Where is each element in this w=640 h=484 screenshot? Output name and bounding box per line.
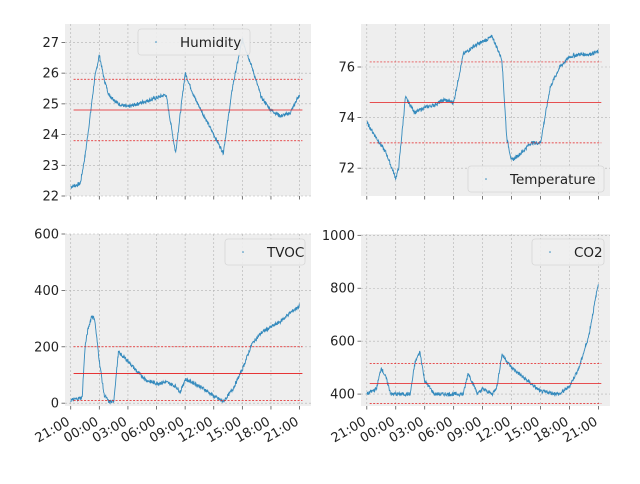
y-tick-label: 24 — [42, 128, 59, 143]
legend-label: CO2 — [574, 245, 603, 261]
legend-marker — [549, 251, 551, 253]
tvoc-panel: 0200400600TVOC21:0000:0003:0006:0009:001… — [33, 228, 311, 446]
legend-box — [531, 238, 605, 266]
y-tick-label: 0 — [51, 397, 59, 412]
y-tick-label: 600 — [330, 335, 355, 350]
legend: Humidity — [137, 28, 251, 56]
temperature-panel: 72 74 76 Temperature — [338, 24, 610, 200]
legend: CO2 — [531, 238, 605, 266]
legend-label: Temperature — [509, 172, 596, 188]
legend-marker — [155, 41, 157, 43]
y-tick-label: 400 — [330, 388, 355, 403]
series-temperature-line — [366, 34, 599, 181]
y-tick-label: 22 — [42, 190, 59, 205]
y-tick-label: 25 — [42, 97, 59, 112]
y-tick-label: 1000 — [322, 229, 355, 244]
y-tick-label: 200 — [34, 340, 59, 355]
co2-panel: 4006008001000CO221:0000:0003:0006:0009:0… — [322, 229, 610, 446]
y-tick-label: 76 — [338, 61, 355, 76]
y-tick-label: 72 — [338, 162, 355, 177]
y-tick-label: 600 — [34, 228, 59, 243]
legend-marker — [485, 178, 487, 180]
y-tick-label: 26 — [42, 67, 59, 82]
legend-box — [137, 28, 251, 56]
legend-box — [224, 238, 306, 266]
y-tick-label: 400 — [34, 284, 59, 299]
legend-box — [467, 165, 605, 193]
y-tick-label: 27 — [42, 36, 59, 51]
legend: TVOC — [224, 238, 306, 266]
series-humidity-line — [70, 37, 301, 190]
legend-label: TVOC — [266, 245, 304, 261]
legend-marker — [242, 251, 244, 253]
humidity-panel: 22 23 24 25 26 27 Humidity — [42, 24, 311, 205]
y-tick-label: 23 — [42, 159, 59, 174]
series-co2-line — [366, 284, 599, 398]
y-tick-label: 800 — [330, 282, 355, 297]
legend: Temperature — [467, 165, 605, 193]
series-tvoc-line — [70, 302, 301, 405]
y-tick-label: 74 — [338, 111, 355, 126]
legend-label: Humidity — [180, 35, 241, 51]
